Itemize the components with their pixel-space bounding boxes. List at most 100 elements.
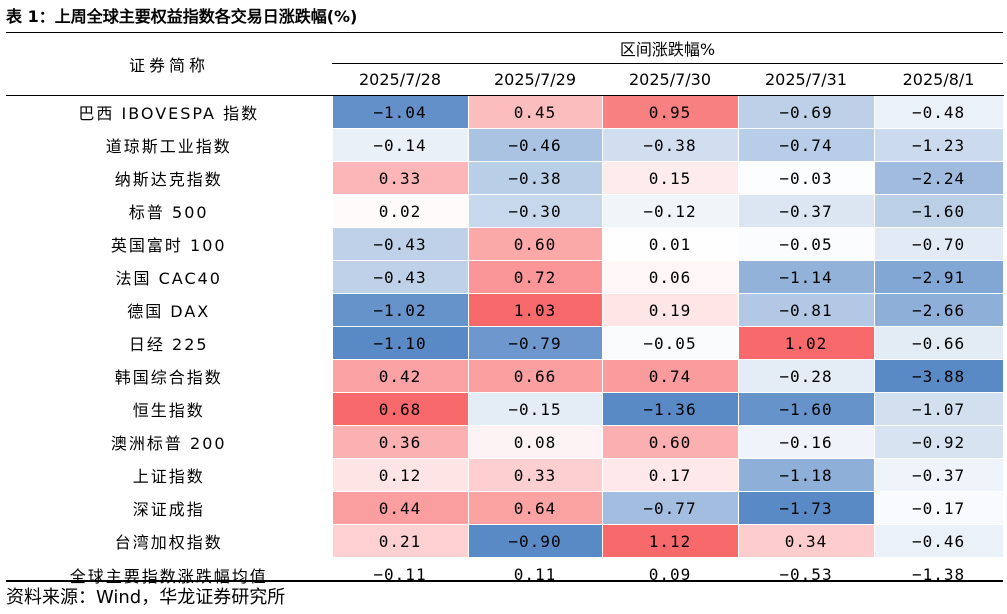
value-cell: −0.28 (737, 359, 875, 393)
average-value: 0.09 (601, 557, 739, 591)
value-cell: 0.12 (331, 458, 469, 492)
value-cell: 0.95 (601, 95, 739, 129)
security-name: 日经 225 (6, 326, 332, 360)
value-cell: −1.10 (331, 326, 469, 360)
returns-table: 证券简称 区间涨跌幅% 2025/7/28 2025/7/29 2025/7/3… (6, 33, 1004, 591)
table-row: 恒生指数 0.68 −0.15 −1.36 −1.60 −1.07 (6, 392, 1004, 426)
value-cell: −0.37 (873, 458, 1004, 492)
value-cell: 0.08 (467, 425, 603, 459)
value-cell: −0.05 (737, 227, 875, 261)
security-name: 巴西 IBOVESPA 指数 (6, 95, 332, 129)
value-cell: 0.36 (331, 425, 469, 459)
table-title: 表 1：上周全球主要权益指数各交易日涨跌幅(%) (6, 7, 358, 26)
value-cell: 0.74 (601, 359, 739, 393)
value-cell: −2.24 (873, 161, 1004, 195)
security-name: 深证成指 (6, 491, 332, 525)
value-cell: 1.02 (737, 326, 875, 360)
average-value: −0.11 (331, 557, 469, 591)
header-date: 2025/8/1 (874, 63, 1004, 96)
security-name: 上证指数 (6, 458, 332, 492)
value-cell: 0.15 (601, 161, 739, 195)
security-name: 道琼斯工业指数 (6, 128, 332, 162)
average-value: −1.38 (873, 557, 1004, 591)
value-cell: −0.81 (737, 293, 875, 327)
value-cell: −1.07 (873, 392, 1004, 426)
average-row: 全球主要指数涨跌幅均值 −0.11 0.11 0.09 −0.53 −1.38 (6, 557, 1004, 591)
value-cell: 0.66 (467, 359, 603, 393)
bottom-rule (6, 580, 1003, 582)
value-cell: −0.74 (737, 128, 875, 162)
value-cell: −1.36 (601, 392, 739, 426)
value-cell: −0.92 (873, 425, 1004, 459)
value-cell: 0.02 (331, 194, 469, 228)
value-cell: −0.79 (467, 326, 603, 360)
security-name: 德国 DAX (6, 293, 332, 327)
value-cell: 0.33 (331, 161, 469, 195)
security-name: 韩国综合指数 (6, 359, 332, 393)
value-cell: 0.42 (331, 359, 469, 393)
value-cell: 0.45 (467, 95, 603, 129)
value-cell: 0.64 (467, 491, 603, 525)
value-cell: −1.14 (737, 260, 875, 294)
table-row: 标普 500 0.02 −0.30 −0.12 −0.37 −1.60 (6, 194, 1004, 228)
value-cell: −0.48 (873, 95, 1004, 129)
value-cell: −0.77 (601, 491, 739, 525)
value-cell: −1.60 (873, 194, 1004, 228)
security-name: 英国富时 100 (6, 227, 332, 261)
value-cell: −0.17 (873, 491, 1004, 525)
value-cell: −0.70 (873, 227, 1004, 261)
table-row: 日经 225 −1.10 −0.79 −0.05 1.02 −0.66 (6, 326, 1004, 360)
value-cell: −0.38 (601, 128, 739, 162)
value-cell: −2.66 (873, 293, 1004, 327)
value-cell: −0.43 (331, 227, 469, 261)
value-cell: −2.91 (873, 260, 1004, 294)
value-cell: −0.66 (873, 326, 1004, 360)
value-cell: −0.30 (467, 194, 603, 228)
value-cell: −0.12 (601, 194, 739, 228)
average-value: −0.53 (737, 557, 875, 591)
table-row: 纳斯达克指数 0.33 −0.38 0.15 −0.03 −2.24 (6, 161, 1004, 195)
value-cell: −0.69 (737, 95, 875, 129)
value-cell: 1.03 (467, 293, 603, 327)
value-cell: 0.34 (737, 524, 875, 558)
value-cell: 0.17 (601, 458, 739, 492)
header-interval-change: 区间涨跌幅% (332, 33, 1004, 65)
value-cell: −3.88 (873, 359, 1004, 393)
value-cell: 0.01 (601, 227, 739, 261)
security-name: 台湾加权指数 (6, 524, 332, 558)
value-cell: 0.19 (601, 293, 739, 327)
header-date: 2025/7/29 (468, 63, 602, 96)
value-cell: −0.05 (601, 326, 739, 360)
table-row: 道琼斯工业指数 −0.14 −0.46 −0.38 −0.74 −1.23 (6, 128, 1004, 162)
average-value: 0.11 (467, 557, 603, 591)
value-cell: −0.43 (331, 260, 469, 294)
value-cell: −0.14 (331, 128, 469, 162)
source-note: 资料来源：Wind，华龙证券研究所 (6, 587, 286, 608)
table-row: 澳洲标普 200 0.36 0.08 0.60 −0.16 −0.92 (6, 425, 1004, 459)
header-date: 2025/7/28 (332, 63, 468, 96)
security-name: 澳洲标普 200 (6, 425, 332, 459)
table-row: 韩国综合指数 0.42 0.66 0.74 −0.28 −3.88 (6, 359, 1004, 393)
value-cell: 0.21 (331, 524, 469, 558)
table-row: 上证指数 0.12 0.33 0.17 −1.18 −0.37 (6, 458, 1004, 492)
value-cell: −1.60 (737, 392, 875, 426)
value-cell: −0.03 (737, 161, 875, 195)
value-cell: 0.33 (467, 458, 603, 492)
table-row: 深证成指 0.44 0.64 −0.77 −1.73 −0.17 (6, 491, 1004, 525)
value-cell: 0.44 (331, 491, 469, 525)
value-cell: 0.60 (467, 227, 603, 261)
table-row: 法国 CAC40 −0.43 0.72 0.06 −1.14 −2.91 (6, 260, 1004, 294)
security-name: 恒生指数 (6, 392, 332, 426)
value-cell: 0.72 (467, 260, 603, 294)
table-row: 台湾加权指数 0.21 −0.90 1.12 0.34 −0.46 (6, 524, 1004, 558)
header-date: 2025/7/30 (602, 63, 738, 96)
value-cell: −0.46 (873, 524, 1004, 558)
value-cell: 0.68 (331, 392, 469, 426)
security-name: 标普 500 (6, 194, 332, 228)
value-cell: 0.60 (601, 425, 739, 459)
value-cell: −0.38 (467, 161, 603, 195)
value-cell: 0.06 (601, 260, 739, 294)
value-cell: −1.02 (331, 293, 469, 327)
security-name: 纳斯达克指数 (6, 161, 332, 195)
value-cell: −1.18 (737, 458, 875, 492)
